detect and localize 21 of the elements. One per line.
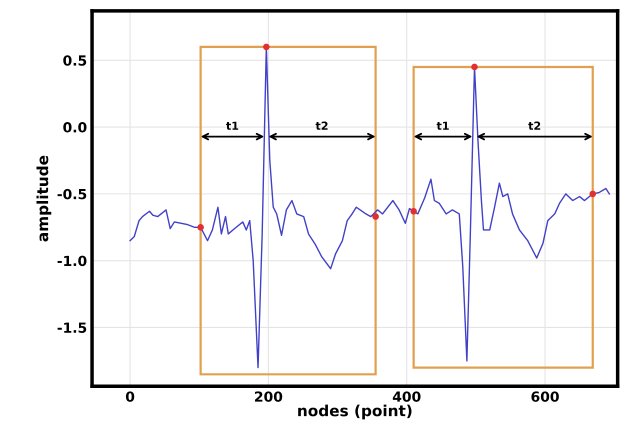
annotation: t1 [226, 122, 238, 130]
point [410, 208, 417, 215]
y-tick-label: -0.5 [58, 188, 86, 200]
point [263, 44, 270, 50]
annotation: t1 [436, 122, 449, 130]
x-tick-label: 600 [531, 391, 559, 402]
y-tick-label: -1.5 [58, 322, 86, 333]
y-axis-title: amplitude [36, 156, 52, 242]
annotation: t2 [316, 122, 328, 130]
y-tick-label: -1.0 [58, 256, 87, 266]
point [471, 64, 478, 70]
point [372, 213, 379, 220]
y-tick-label: 0.5 [63, 55, 86, 66]
y-tick-label: 0.0 [63, 122, 87, 133]
x-axis-title: nodes (point) [298, 404, 412, 420]
annotation: t2 [528, 122, 540, 130]
point [197, 224, 204, 231]
x-tick-label: 0 [126, 391, 134, 402]
point [589, 190, 596, 198]
x-tick-label: 200 [255, 391, 282, 402]
x-tick-label: 400 [392, 391, 421, 402]
